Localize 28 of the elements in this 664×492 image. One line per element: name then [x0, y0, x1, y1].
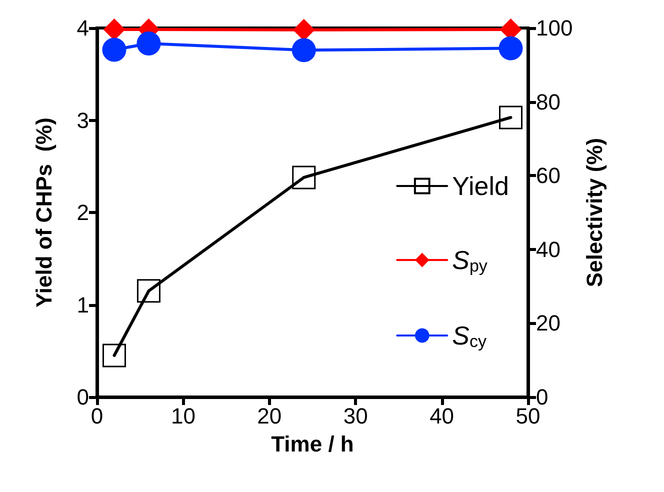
y2-axis-title: Selectivity (%) — [582, 138, 608, 288]
point — [136, 32, 161, 56]
x-tick-label: 20 — [257, 404, 282, 428]
y-tick-label: 2 — [76, 200, 89, 225]
x-tick-label: 30 — [343, 404, 368, 428]
point — [292, 166, 316, 190]
y2-tick-label: 100 — [536, 16, 573, 40]
point — [136, 279, 160, 303]
y-tick-label: 1 — [76, 292, 89, 318]
point — [498, 36, 523, 60]
y2-tick-label: 20 — [536, 310, 560, 336]
x-tick-label: 10 — [170, 404, 196, 428]
legend-label: Scy — [452, 320, 487, 351]
point — [292, 38, 316, 62]
y2-tick-label: 60 — [536, 163, 560, 188]
x-tick-label: 40 — [430, 404, 454, 428]
y-tick-label: 4 — [76, 16, 89, 40]
legend-label: Yield — [452, 171, 510, 201]
y2-tick-label: 40 — [536, 236, 560, 262]
point — [102, 38, 126, 62]
point — [102, 344, 126, 368]
x-axis-title: Time / h — [271, 432, 354, 456]
y-tick-label: 0 — [76, 384, 89, 410]
y-axis-title: Yield of CHPs (%) — [32, 118, 56, 308]
y2-tick-label: 80 — [536, 89, 560, 114]
legend-label: Spy — [452, 245, 488, 276]
y-tick-label: 3 — [76, 108, 89, 133]
point — [499, 106, 523, 130]
